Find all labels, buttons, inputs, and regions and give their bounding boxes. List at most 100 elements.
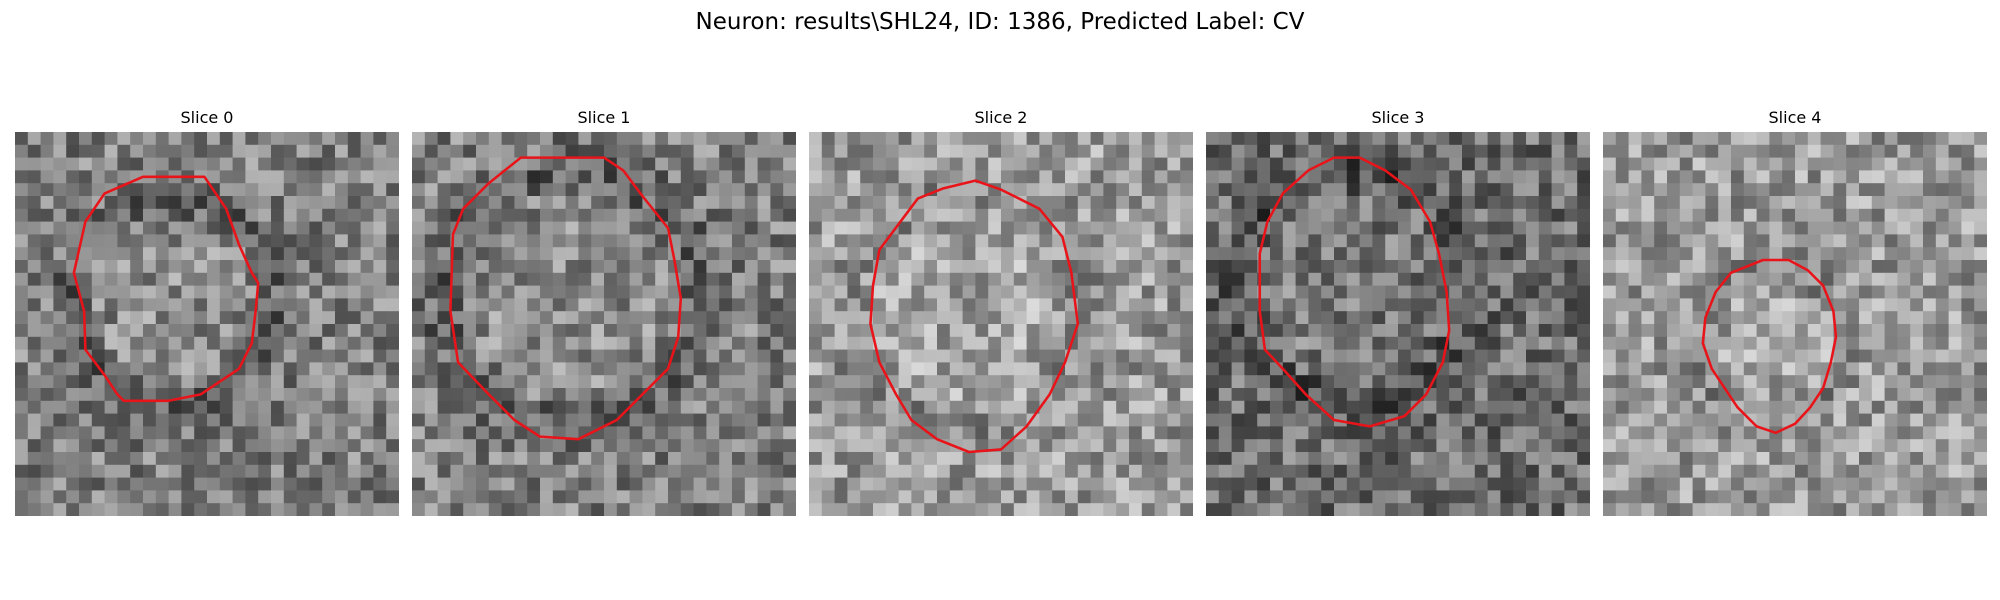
image-pixel: [1526, 285, 1540, 300]
image-pixel: [1500, 260, 1514, 274]
image-pixel: [1359, 221, 1374, 236]
image-pixel: [1026, 503, 1041, 516]
image-pixel: [1398, 388, 1412, 402]
image-pixel: [271, 452, 285, 466]
image-pixel: [283, 260, 298, 274]
image-pixel: [322, 234, 336, 248]
image-pixel: [885, 452, 900, 466]
image-pixel: [104, 298, 119, 312]
image-pixel: [1129, 157, 1143, 172]
image-pixel: [1359, 375, 1374, 389]
image-pixel: [1692, 464, 1707, 479]
image-pixel: [1244, 503, 1258, 516]
image-pixel: [1231, 272, 1246, 287]
image-pixel: [693, 183, 708, 197]
image-pixel: [1603, 221, 1617, 236]
image-pixel: [501, 298, 516, 312]
image-pixel: [1910, 272, 1924, 287]
image-pixel: [706, 324, 720, 338]
image-pixel: [412, 272, 426, 287]
image-pixel: [1090, 144, 1105, 159]
image-pixel: [616, 375, 631, 389]
image-pixel: [604, 426, 618, 440]
image-pixel: [847, 247, 861, 261]
slice-panel-1: Slice 1: [412, 104, 796, 516]
image-pixel: [1436, 132, 1450, 146]
image-pixel: [168, 234, 183, 248]
image-pixel: [104, 336, 119, 351]
image-pixel: [911, 362, 925, 376]
image-pixel: [821, 132, 836, 146]
image-pixel: [53, 208, 67, 223]
image-pixel: [616, 413, 631, 428]
image-pixel: [757, 272, 772, 287]
image-pixel: [207, 196, 221, 210]
image-pixel: [1961, 311, 1975, 325]
image-pixel: [591, 247, 605, 261]
image-pixel: [1372, 349, 1386, 364]
image-pixel: [1769, 375, 1783, 389]
image-pixel: [424, 196, 439, 210]
image-pixel: [552, 464, 567, 479]
image-pixel: [1334, 477, 1348, 492]
image-pixel: [1603, 234, 1617, 248]
image-pixel: [1897, 311, 1911, 325]
image-pixel: [565, 298, 580, 312]
image-pixel: [809, 413, 823, 428]
image-pixel: [219, 272, 234, 287]
image-pixel: [117, 362, 131, 376]
image-pixel: [668, 452, 682, 466]
image-pixel: [15, 413, 29, 428]
image-pixel: [1077, 157, 1092, 172]
image-pixel: [1679, 247, 1694, 261]
image-pixel: [1257, 400, 1271, 415]
image-pixel: [1948, 426, 1963, 440]
image-pixel: [988, 400, 1002, 415]
image-pixel: [1001, 336, 1015, 351]
image-pixel: [1897, 183, 1911, 197]
image-pixel: [1615, 452, 1630, 466]
image-pixel: [1500, 132, 1514, 146]
image-pixel: [373, 400, 387, 415]
image-pixel: [1270, 503, 1284, 516]
image-pixel: [1526, 311, 1540, 325]
image-pixel: [66, 349, 80, 364]
image-pixel: [1359, 247, 1374, 261]
image-pixel: [1334, 132, 1348, 146]
image-pixel: [194, 464, 208, 479]
image-pixel: [706, 503, 720, 516]
image-pixel: [1218, 336, 1233, 351]
image-pixel: [1346, 362, 1361, 376]
image-pixel: [604, 388, 618, 402]
image-pixel: [1513, 260, 1527, 274]
image-pixel: [1141, 336, 1156, 351]
image-pixel: [988, 247, 1002, 261]
image-pixel: [1859, 196, 1873, 210]
image-pixel: [1974, 183, 1987, 197]
image-pixel: [168, 336, 183, 351]
image-pixel: [1538, 400, 1553, 415]
image-pixel: [1026, 311, 1041, 325]
image-pixel: [1487, 336, 1502, 351]
image-pixel: [296, 221, 311, 236]
image-pixel: [1359, 413, 1374, 428]
image-pixel: [937, 490, 951, 504]
image-pixel: [975, 452, 989, 466]
image-pixel: [1218, 144, 1233, 159]
image-pixel: [1001, 324, 1015, 338]
image-pixel: [488, 413, 503, 428]
image-pixel: [1282, 247, 1297, 261]
image-pixel: [1667, 452, 1681, 466]
image-pixel: [693, 388, 708, 402]
image-pixel: [1410, 311, 1425, 325]
image-pixel: [1551, 464, 1566, 479]
image-pixel: [1090, 208, 1105, 223]
image-pixel: [834, 452, 849, 466]
image-pixel: [1743, 285, 1758, 300]
image-pixel: [1538, 247, 1553, 261]
image-pixel: [1372, 503, 1386, 516]
image-pixel: [1679, 336, 1694, 351]
image-pixel: [1013, 477, 1028, 492]
image-pixel: [1385, 221, 1399, 236]
image-pixel: [1026, 336, 1041, 351]
